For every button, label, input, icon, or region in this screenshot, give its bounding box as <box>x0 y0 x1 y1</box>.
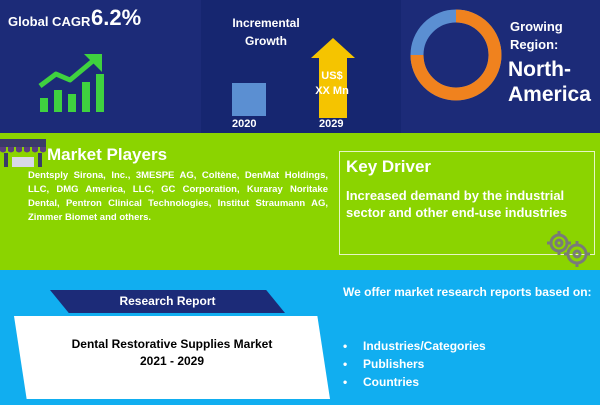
cagr-label: Global CAGR <box>8 14 91 29</box>
region-value-line: America <box>508 83 591 106</box>
market-players-list: Dentsply Sirona, Inc., 3MESPE AG, Coltèn… <box>28 170 328 223</box>
report-title-box <box>14 316 330 399</box>
incremental-title-line: Incremental <box>232 16 300 30</box>
key-driver-box: Key Driver Increased demand by the indus… <box>339 151 595 255</box>
growth-chart-icon <box>38 54 104 112</box>
players-driver-band: Market Players Dentsply Sirona, Inc., 3M… <box>0 133 600 270</box>
offer-item: • Industries/Categories <box>343 337 486 355</box>
gears-icon <box>547 231 590 267</box>
arrow-value-line: XX Mn <box>315 85 349 97</box>
bullet: • <box>343 357 348 371</box>
year-end-label: 2029 <box>319 118 344 130</box>
offer-item-label: Countries <box>363 375 420 389</box>
key-driver-text: Increased demand by the industrial secto… <box>346 188 568 220</box>
arrow-value-line: US$ <box>321 70 343 82</box>
research-report-label: Research Report <box>119 294 216 308</box>
cagr-panel: Global CAGR 6.2% <box>0 0 201 133</box>
market-stall-icon <box>0 139 46 167</box>
market-players-title: Market Players <box>47 145 168 164</box>
report-title-line: Dental Restorative Supplies Market <box>71 337 273 351</box>
growing-region-value: North- America <box>508 57 591 107</box>
offer-list: • Industries/Categories • Publishers • Coun… <box>343 337 486 391</box>
bullet: • <box>343 339 348 353</box>
growing-region-label: Growing Region: <box>510 18 563 54</box>
region-value-line: North- <box>508 58 571 81</box>
research-report-banner <box>50 290 285 313</box>
offer-item: • Countries <box>343 373 486 391</box>
up-arrow-icon <box>311 38 355 118</box>
cagr-value: 6.2% <box>91 5 142 30</box>
key-driver-title: Key Driver <box>346 157 432 176</box>
offer-text: We offer market research reports based o… <box>343 285 592 299</box>
growing-region-panel: Growing Region: North- America <box>401 0 600 133</box>
region-label-line: Growing <box>510 19 563 34</box>
incremental-growth-title: Incremental Growth <box>201 14 331 50</box>
report-title: Dental Restorative Supplies Market 2021 … <box>14 336 330 370</box>
report-years: 2021 - 2029 <box>139 354 205 368</box>
offer-item: • Publishers <box>343 355 486 373</box>
bar-2020 <box>232 83 266 116</box>
offer-item-label: Publishers <box>363 357 425 371</box>
arrow-value: US$ XX Mn <box>305 69 359 99</box>
region-label-line: Region: <box>510 37 559 52</box>
report-band: Research Report Dental Restorative Suppl… <box>0 270 600 405</box>
offer-item-label: Industries/Categories <box>363 339 486 353</box>
year-start-label: 2020 <box>232 118 257 130</box>
donut-chart-icon <box>410 9 502 101</box>
incremental-title-line: Growth <box>245 34 287 48</box>
stats-band: Global CAGR 6.2% Incremental Growth US$ … <box>0 0 600 133</box>
bullet: • <box>343 375 348 389</box>
incremental-growth-panel: Incremental Growth US$ XX Mn 2020 2029 <box>201 0 401 133</box>
